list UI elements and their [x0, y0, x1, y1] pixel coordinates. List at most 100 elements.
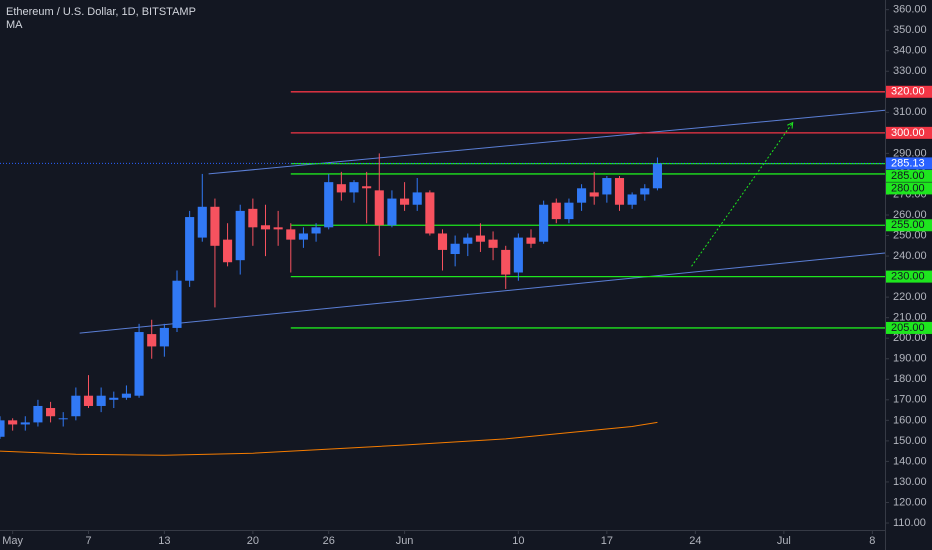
candle-body: [109, 397, 119, 400]
y-tick-label: 120.00: [893, 496, 927, 508]
x-tick-label: 10: [512, 535, 524, 547]
candle-body: [614, 178, 625, 205]
candle-body: [475, 235, 485, 242]
candle-body: [463, 237, 473, 244]
price-tag-label: 280.00: [891, 182, 925, 194]
y-tick-label: 130.00: [893, 476, 927, 488]
y-tick-label: 110.00: [893, 517, 926, 529]
y-tick-label: 340.00: [893, 45, 927, 57]
price-tag-box: [886, 321, 932, 334]
y-tick-label: 290.00: [893, 147, 927, 159]
projection-arrow: [691, 122, 794, 267]
x-tick-label: Jun: [396, 535, 414, 547]
y-tick-label: 180.00: [893, 373, 927, 385]
x-tick-label: May: [2, 535, 23, 547]
candle-body: [564, 202, 574, 220]
y-tick-label: 240.00: [893, 250, 927, 262]
candle-body: [602, 178, 612, 195]
candle-body: [172, 280, 182, 328]
price-tag-box: [886, 157, 932, 170]
price-tag-label: 230.00: [891, 271, 925, 283]
candle-body: [539, 204, 549, 242]
chart-title: Ethereum / U.S. Dollar, 1D, BITSTAMP: [6, 6, 196, 18]
x-tick-label: 13: [158, 535, 170, 547]
candle-body: [488, 239, 498, 248]
candle-body: [640, 188, 650, 195]
price-tag-box: [886, 85, 932, 98]
candle-body: [0, 420, 5, 437]
price-tag-label: 285.13: [891, 157, 925, 169]
candle-body: [437, 233, 448, 250]
y-tick-label: 160.00: [893, 414, 927, 426]
candle-body: [33, 405, 43, 423]
x-tick-label: Jul: [777, 535, 791, 547]
y-tick-label: 350.00: [893, 24, 927, 36]
price-tag-label: 285.00: [891, 170, 925, 182]
candle-body: [349, 182, 359, 193]
candle-body: [83, 395, 94, 406]
candle-body: [412, 192, 422, 205]
candle-body: [235, 210, 245, 261]
candle-body: [400, 198, 410, 205]
price-tag-label: 320.00: [891, 86, 925, 98]
candle-body: [121, 393, 131, 398]
candle-body: [526, 237, 536, 244]
price-tag-label: 255.00: [891, 219, 925, 231]
y-tick-label: 360.00: [893, 4, 927, 16]
price-tag-box: [886, 169, 932, 182]
indicator-label: MA: [6, 19, 23, 31]
candle-body: [513, 237, 523, 273]
x-tick-label: 20: [247, 535, 259, 547]
x-tick-label: 17: [601, 535, 613, 547]
y-tick-label: 250.00: [893, 229, 927, 241]
candle-body: [159, 327, 169, 347]
x-tick-label: 26: [323, 535, 335, 547]
candle-body: [58, 418, 68, 420]
candle-body: [652, 163, 662, 189]
candle-body: [551, 202, 561, 220]
candle-body: [71, 395, 81, 417]
candle-body: [387, 198, 397, 226]
candle-body: [8, 420, 18, 425]
candle-body: [501, 249, 511, 275]
candle-body: [374, 190, 384, 226]
candle-body: [336, 184, 346, 193]
candle-body: [223, 239, 233, 263]
candle-body: [260, 225, 271, 230]
candle-body: [450, 243, 460, 255]
candle-body: [324, 182, 334, 228]
candle-body: [185, 217, 195, 281]
price-tag-box: [886, 126, 932, 139]
y-tick-label: 210.00: [893, 312, 927, 324]
y-tick-label: 260.00: [893, 209, 927, 221]
candle-body: [311, 227, 321, 234]
price-tag-label: 205.00: [891, 322, 925, 334]
candle-body: [147, 334, 157, 347]
y-tick-label: 140.00: [893, 455, 927, 467]
candle-body: [425, 192, 435, 234]
candle-body: [210, 206, 220, 246]
candle-body: [248, 208, 258, 228]
candle-body: [627, 194, 637, 205]
candle-body: [134, 332, 144, 396]
price-tag-box: [886, 270, 932, 283]
candle-body: [273, 227, 283, 230]
candle-body: [20, 422, 30, 425]
moving-average: [0, 421, 658, 456]
price-tag-box: [886, 219, 932, 232]
price-tag-box: [886, 182, 932, 195]
y-tick-label: 220.00: [893, 291, 927, 303]
candle-body: [362, 186, 372, 189]
y-tick-label: 330.00: [893, 65, 927, 77]
candle-body: [46, 408, 56, 417]
x-tick-label: 24: [689, 535, 701, 547]
candle-body: [286, 229, 296, 240]
candle-body: [298, 233, 308, 240]
y-tick-label: 310.00: [893, 106, 927, 118]
y-tick-label: 150.00: [893, 435, 927, 447]
x-tick-label: 7: [85, 535, 91, 547]
arrow-head: [787, 121, 794, 129]
price-tag-label: 300.00: [891, 127, 925, 139]
